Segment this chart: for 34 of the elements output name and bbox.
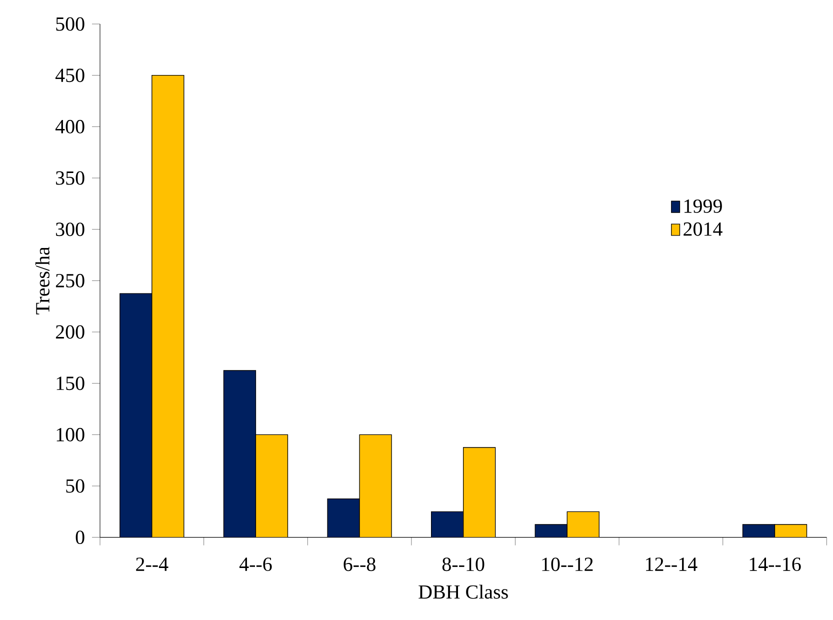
legend-label: 1999	[684, 199, 722, 213]
bar	[430, 511, 464, 538]
x-tick-label: 6--8	[344, 558, 376, 572]
y-tick-label: 150	[56, 376, 84, 390]
legend-label: 2014	[684, 222, 722, 236]
x-axis-title: DBH Class	[418, 584, 508, 599]
x-tick-label: 2--4	[136, 558, 168, 571]
y-tick-label: 350	[56, 171, 84, 185]
x-tick-label: 14--16	[750, 558, 801, 572]
x-tick-label: 10--12	[542, 558, 593, 572]
x-tick-label: 12--14	[646, 558, 698, 571]
bar	[327, 498, 360, 538]
bar	[535, 524, 568, 538]
bar	[774, 524, 808, 538]
bar	[359, 434, 392, 538]
y-tick-label: 450	[55, 68, 84, 82]
y-axis-title: Trees/ha	[35, 246, 50, 314]
y-tick-label: 100	[56, 428, 84, 442]
bar	[223, 370, 256, 538]
bar	[255, 434, 288, 538]
bar	[462, 447, 496, 538]
x-tick-label: 8--10	[442, 558, 484, 572]
y-tick-label: 300	[56, 222, 84, 236]
bar	[152, 74, 184, 538]
y-tick-label: 200	[56, 325, 84, 339]
bar	[120, 293, 152, 538]
bar	[566, 511, 600, 538]
x-tick-label: 4--6	[239, 558, 272, 572]
y-tick-label: 0	[76, 530, 84, 544]
y-tick-label: 250	[56, 274, 84, 288]
y-tick-label: 500	[56, 17, 84, 31]
y-tick-label: 50	[66, 479, 84, 493]
y-tick-label: 400	[55, 120, 84, 134]
bar	[742, 524, 776, 538]
